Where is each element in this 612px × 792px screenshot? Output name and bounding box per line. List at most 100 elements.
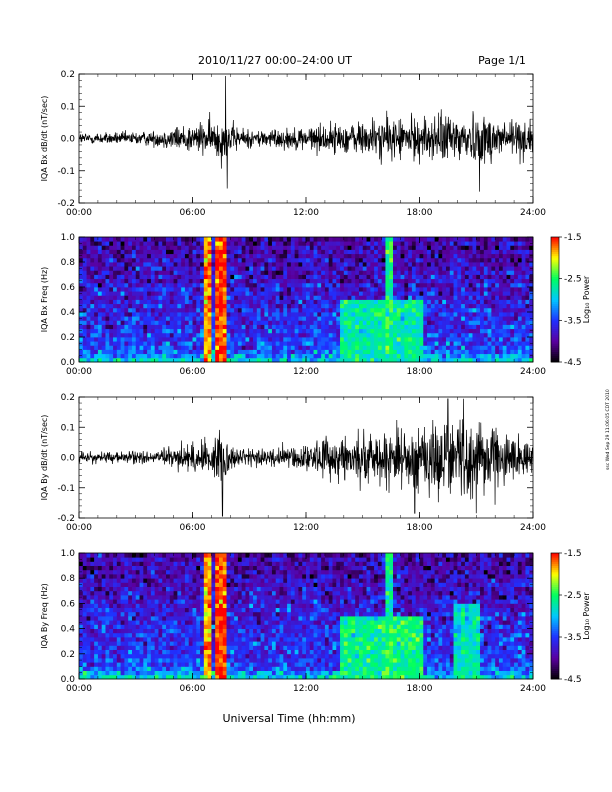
spectrogram-cell xyxy=(94,582,99,587)
spectrogram-cell xyxy=(154,666,159,671)
spectrogram-cell xyxy=(298,299,303,305)
spectrogram-cell xyxy=(101,345,106,350)
spectrogram-cell xyxy=(411,291,417,296)
spectrogram-cell xyxy=(120,569,125,575)
spectrogram-cell xyxy=(411,299,417,305)
spectrogram-cell xyxy=(366,353,371,359)
spectrogram-cell xyxy=(381,257,386,263)
spectrogram-cell xyxy=(298,245,303,250)
spectrogram-cell xyxy=(313,341,318,346)
spectrogram-cell xyxy=(449,287,454,292)
spectrogram-cell xyxy=(366,337,371,342)
spectrogram-cell xyxy=(468,253,473,259)
spectrogram-cell xyxy=(113,245,118,250)
spectrogram-cell xyxy=(430,249,436,255)
spectrogram-cell xyxy=(324,270,330,275)
spectrogram-cell xyxy=(381,245,386,250)
spectrogram-cell xyxy=(97,241,103,246)
spectrogram-cell xyxy=(377,337,383,342)
spectrogram-cell xyxy=(400,270,405,275)
spectrogram-cell xyxy=(150,337,156,342)
spectrogram-cell xyxy=(355,337,360,342)
spectrogram-cell xyxy=(188,632,193,638)
spectrogram-cell xyxy=(351,241,356,246)
spectrogram-cell xyxy=(218,282,224,288)
spectrogram-cell xyxy=(116,611,122,617)
spectrogram-cell xyxy=(495,357,500,363)
spectrogram-cell xyxy=(306,324,311,330)
spectrogram-cell xyxy=(184,349,190,355)
spectrogram-cell xyxy=(374,257,379,263)
spectrogram-cell xyxy=(275,337,280,342)
spectrogram-cell xyxy=(290,324,296,330)
spectrogram-cell xyxy=(241,274,246,280)
spectrogram-cell xyxy=(196,245,201,250)
spectrogram-cell xyxy=(79,287,84,292)
spectrogram-cell xyxy=(343,237,349,242)
spectrogram-cell xyxy=(400,257,405,263)
spectrogram-cell xyxy=(86,666,91,671)
spectrogram-cell xyxy=(116,590,122,596)
spectrogram-cell xyxy=(86,312,91,317)
spectrogram-cell xyxy=(396,345,401,350)
spectrogram-cell xyxy=(389,345,394,350)
spectrogram-cell xyxy=(385,324,390,330)
spectrogram-cell xyxy=(389,353,394,359)
spectrogram-cell xyxy=(393,241,398,246)
spectrogram-cell xyxy=(438,303,443,309)
spectrogram-cell xyxy=(222,341,227,346)
spectrogram-cell xyxy=(332,353,337,359)
spectrogram-cell xyxy=(147,349,152,355)
spectrogram-cell xyxy=(169,320,174,325)
spectrogram-cell xyxy=(309,249,314,255)
spectrogram-cell xyxy=(271,278,277,284)
spectrogram-cell xyxy=(234,353,239,359)
spectrogram-cell xyxy=(200,632,205,638)
spectrogram-cell xyxy=(249,287,254,292)
spectrogram-cell xyxy=(468,282,473,288)
spectrogram-cell xyxy=(150,241,156,246)
spectrogram-cell xyxy=(147,645,152,650)
spectrogram-cell xyxy=(495,262,500,267)
spectrogram-cell xyxy=(347,266,352,271)
spectrogram-cell xyxy=(234,257,239,263)
spectrogram-cell xyxy=(97,590,103,596)
spectrogram-cell xyxy=(313,245,318,250)
spectrogram-cell xyxy=(113,249,118,255)
spectrogram-cell xyxy=(294,324,299,330)
spectrogram-cell xyxy=(287,345,292,350)
spectrogram-cell xyxy=(324,324,330,330)
spectrogram-cell xyxy=(283,299,288,305)
spectrogram-cell xyxy=(453,307,458,313)
spectrogram-cell xyxy=(181,632,186,638)
spectrogram-cell xyxy=(256,282,261,288)
spectrogram-cell xyxy=(472,349,477,355)
spectrogram-cell xyxy=(177,637,182,642)
spectrogram-cell xyxy=(162,257,167,263)
spectrogram-cell xyxy=(290,303,296,309)
spectrogram-cell xyxy=(147,262,152,267)
spectrogram-cell xyxy=(370,245,375,250)
y-tick-label: 0.4 xyxy=(61,308,76,318)
spectrogram-cell xyxy=(128,241,133,246)
spectrogram-cell xyxy=(438,357,443,363)
spectrogram-cell xyxy=(162,641,167,646)
spectrogram-cell xyxy=(249,295,254,300)
spectrogram-cell xyxy=(415,237,420,242)
spectrogram-cell xyxy=(166,324,171,330)
spectrogram-cell xyxy=(423,332,428,338)
spectrogram-cell xyxy=(393,266,398,271)
spectrogram-cell xyxy=(234,316,239,321)
spectrogram-cell xyxy=(249,299,254,305)
spectrogram-cell xyxy=(457,341,462,346)
spectrogram-cell xyxy=(358,320,364,325)
spectrogram-cell xyxy=(135,637,140,642)
spectrogram-cell xyxy=(169,553,174,558)
spectrogram-cell xyxy=(294,287,299,292)
spectrogram-cell xyxy=(442,341,447,346)
spectrogram-cell xyxy=(222,237,227,242)
spectrogram-cell xyxy=(461,245,466,250)
spectrogram-cell xyxy=(184,553,190,558)
y-tick-label: 0.0 xyxy=(61,358,76,368)
spectrogram-cell xyxy=(131,641,137,646)
